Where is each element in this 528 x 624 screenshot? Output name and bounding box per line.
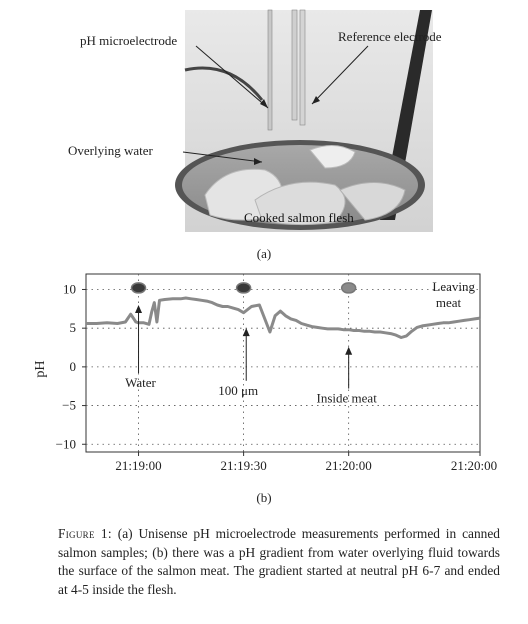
- ph-chart: 10 5 0 −5 −10 21:19:00 21:19:30 21:20:00 21:20:0…: [33, 273, 497, 473]
- panel-b-sublabel: (b): [256, 490, 272, 505]
- caption-label: Figure 1:: [58, 526, 112, 541]
- event-marker: [340, 282, 357, 294]
- panel-b: 10 5 0 −5 −10 21:19:00 21:19:30 21:20:00 21:20:0…: [0, 262, 528, 487]
- water-arrow-head: [135, 304, 143, 313]
- event-marker: [130, 282, 147, 294]
- depth-arrow-head: [242, 328, 250, 337]
- salmon-photo: [175, 9, 433, 232]
- water-annotation: Water: [125, 375, 156, 390]
- plot-frame: [85, 273, 481, 453]
- inside-meat-annotation: Inside meat: [317, 391, 378, 406]
- figure-caption: Figure 1: (a) Unisense pH microelectrode…: [58, 525, 500, 599]
- depth-annotation: 100 μm: [218, 383, 258, 398]
- y-tick-label: −5: [62, 398, 76, 413]
- x-tick-label: 21:19:00: [115, 458, 161, 473]
- leaving-meat-annotation: Leaving meat: [432, 279, 475, 310]
- y-tick-label: 10: [63, 281, 76, 296]
- y-axis-label: pH: [33, 360, 48, 377]
- inside-meat-arrow-head: [345, 346, 353, 355]
- overlying-water-label: Overlying water: [68, 143, 153, 158]
- y-tick-label: 0: [70, 359, 77, 374]
- y-tick-label: 5: [70, 320, 77, 335]
- x-tick-label: 21:20:00: [326, 458, 372, 473]
- cooked-salmon-label: Cooked salmon flesh: [244, 210, 354, 225]
- panel-a-sublabel: (a): [256, 246, 272, 261]
- x-tick-label: 21:20:00: [451, 458, 497, 473]
- caption-text: (a) Unisense pH microelectrode measureme…: [58, 526, 500, 597]
- ph-series-line: [86, 296, 481, 339]
- panel-a: pH microelectrode Reference electrode Ov…: [0, 0, 528, 240]
- y-tick-label: −10: [56, 436, 76, 451]
- x-tick-label: 21:19:30: [220, 458, 266, 473]
- event-marker: [235, 282, 252, 294]
- reference-electrode-label: Reference electrode: [338, 29, 442, 44]
- ph-microelectrode-label: pH microelectrode: [80, 33, 178, 48]
